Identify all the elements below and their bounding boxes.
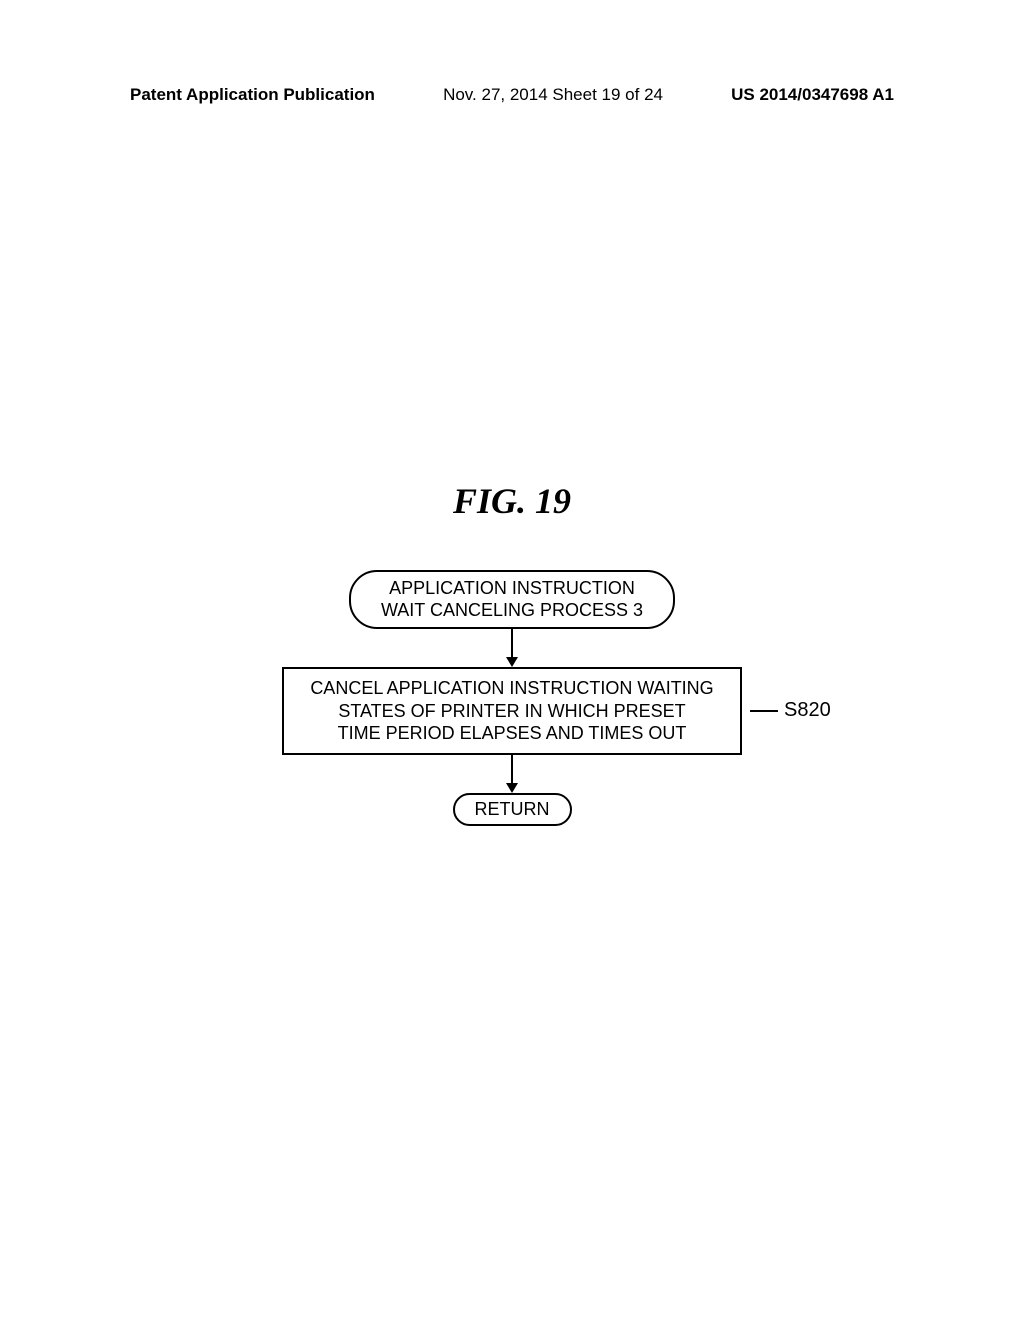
process-line3: TIME PERIOD ELAPSES AND TIMES OUT [304, 722, 720, 745]
flowchart-arrow-2 [506, 755, 518, 793]
header-date-sheet: Nov. 27, 2014 Sheet 19 of 24 [443, 85, 663, 105]
return-label: RETURN [475, 799, 550, 819]
figure-title: FIG. 19 [453, 480, 571, 522]
arrow-line [511, 755, 514, 783]
page-header: Patent Application Publication Nov. 27, … [0, 85, 1024, 105]
flowchart-arrow-1 [506, 629, 518, 667]
process-line1: CANCEL APPLICATION INSTRUCTION WAITING [304, 677, 720, 700]
start-label-line2: WAIT CANCELING PROCESS 3 [381, 600, 643, 622]
step-label-text: S820 [784, 699, 831, 722]
flowchart: APPLICATION INSTRUCTION WAIT CANCELING P… [212, 570, 812, 826]
arrow-head-icon [506, 783, 518, 793]
flowchart-process-container: CANCEL APPLICATION INSTRUCTION WAITING S… [282, 667, 742, 755]
arrow-line [511, 629, 514, 657]
header-publication-type: Patent Application Publication [130, 85, 375, 105]
process-line2: STATES OF PRINTER IN WHICH PRESET [304, 700, 720, 723]
flowchart-process-box: CANCEL APPLICATION INSTRUCTION WAITING S… [282, 667, 742, 755]
step-connector-line [750, 710, 778, 712]
header-publication-number: US 2014/0347698 A1 [731, 85, 894, 105]
flowchart-return-terminator: RETURN [453, 793, 572, 826]
arrow-head-icon [506, 657, 518, 667]
start-label-line1: APPLICATION INSTRUCTION [381, 578, 643, 600]
step-label: S820 [750, 699, 831, 722]
flowchart-start-terminator: APPLICATION INSTRUCTION WAIT CANCELING P… [349, 570, 675, 629]
